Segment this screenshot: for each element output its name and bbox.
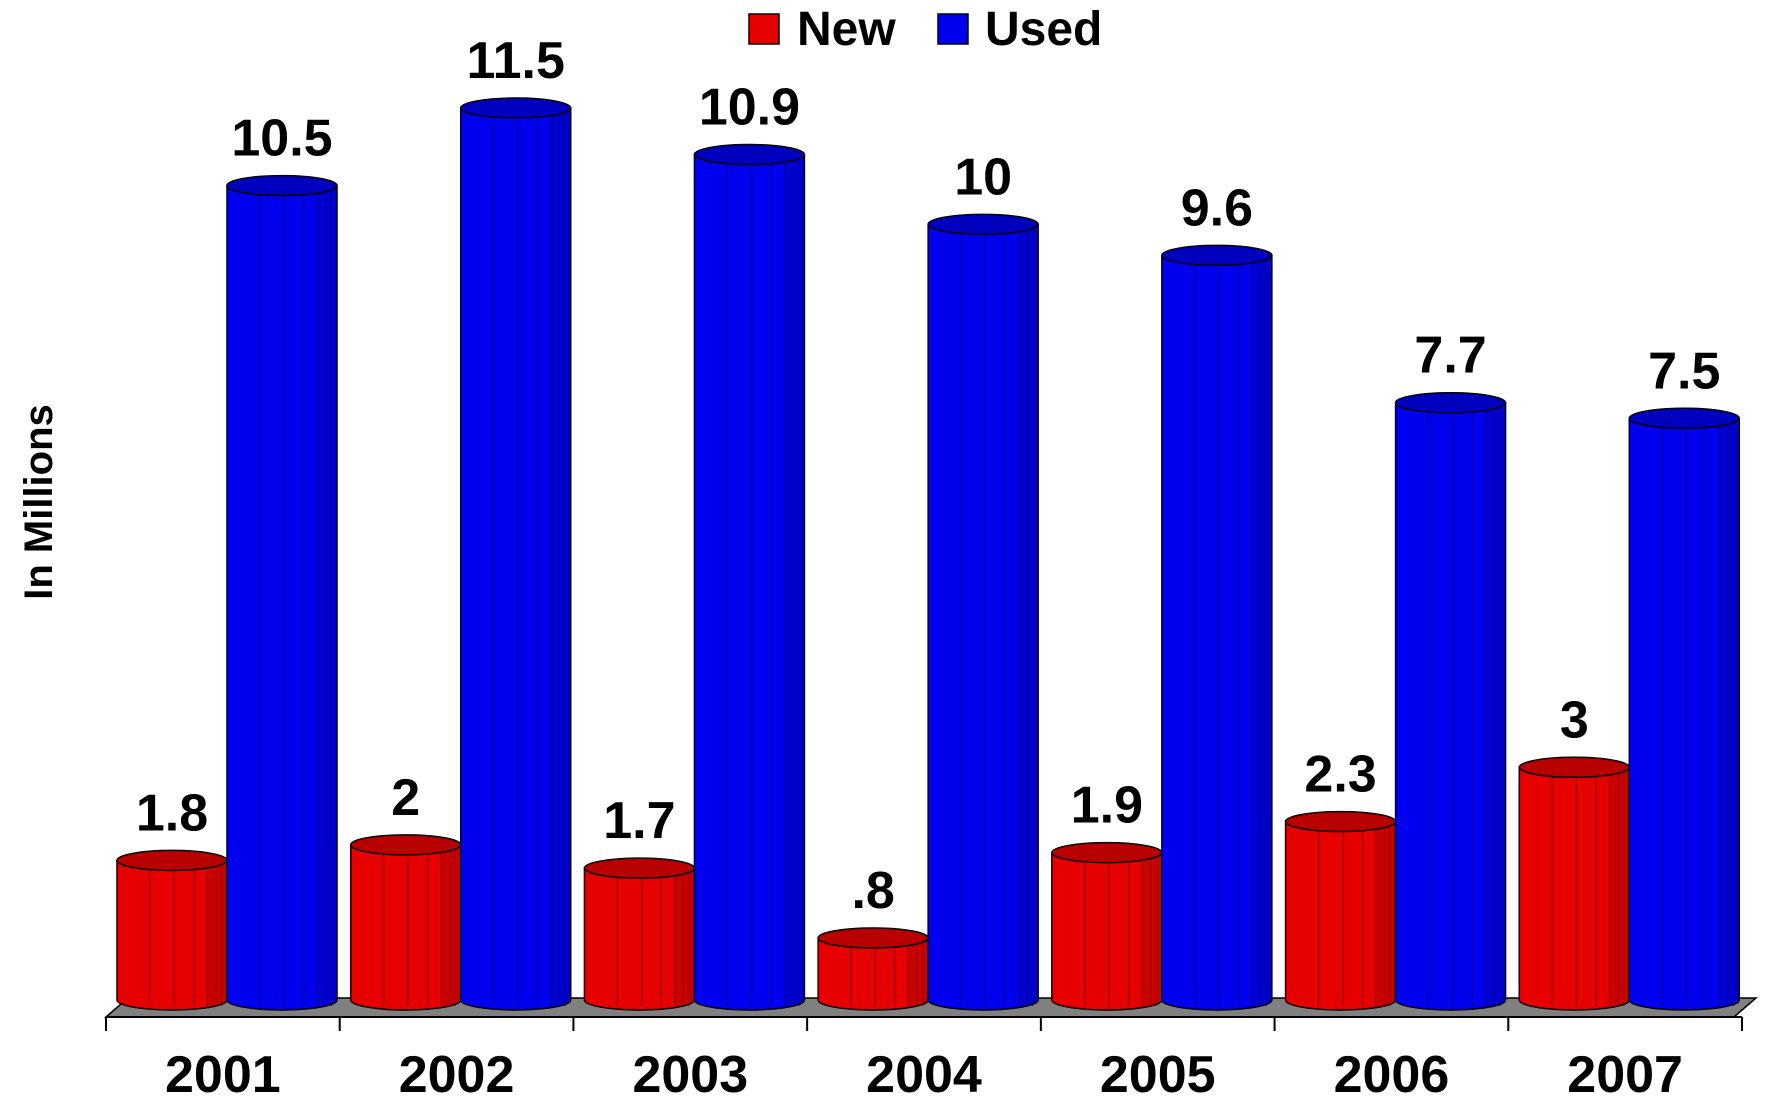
bar-used-2002 — [459, 97, 572, 1011]
legend-swatch-new — [748, 13, 780, 45]
x-tick-label-2006: 2006 — [1334, 1046, 1450, 1097]
data-label-used-2007: 7.5 — [1648, 342, 1720, 400]
bar-used-2005 — [1161, 244, 1273, 1011]
x-tick-label-2001: 2001 — [165, 1046, 281, 1097]
x-tick-label-2007: 2007 — [1567, 1046, 1683, 1097]
x-tick-label-2005: 2005 — [1100, 1046, 1216, 1097]
data-label-used-2004: 10 — [954, 148, 1012, 206]
data-label-used-2003: 10.9 — [699, 79, 800, 137]
bars — [116, 97, 1741, 1011]
data-label-used-2001: 10.5 — [231, 110, 332, 168]
data-label-new-2004: .8 — [851, 862, 894, 920]
bar-used-2004 — [927, 213, 1039, 1011]
data-label-used-2006: 7.7 — [1414, 327, 1486, 385]
x-tick-label-2004: 2004 — [866, 1046, 982, 1097]
legend-label-used: Used — [985, 3, 1102, 56]
bar-new-2004 — [817, 927, 929, 1011]
data-label-new-2007: 3 — [1560, 691, 1589, 749]
bar-new-2002 — [349, 834, 462, 1011]
data-label-new-2003: 1.7 — [603, 792, 675, 850]
legend: New Used — [748, 3, 1102, 56]
data-label-new-2006: 2.3 — [1304, 746, 1376, 804]
x-axis: 2001 2002 2003 2004 2005 2006 2007 — [105, 1016, 1743, 1097]
data-label-used-2005: 9.6 — [1181, 179, 1253, 237]
bar-used-2007 — [1628, 407, 1741, 1011]
data-label-new-2002: 2 — [391, 769, 420, 827]
data-label-used-2002: 11.5 — [467, 32, 565, 90]
bar-new-2003 — [583, 857, 696, 1011]
bar-used-2006 — [1394, 391, 1507, 1011]
data-labels: 1.8 10.5 2 11.5 1.7 10.9 .8 10 1.9 9.6 2.3 7.7 3 7.5 — [136, 32, 1721, 920]
bar-new-2001 — [116, 849, 228, 1011]
bar-new-2006 — [1284, 810, 1397, 1011]
y-axis-label: In Millions — [17, 404, 61, 600]
bar-new-2007 — [1518, 756, 1631, 1011]
data-label-new-2001: 1.8 — [136, 784, 208, 842]
bar-used-2001 — [226, 174, 338, 1011]
legend-label-new: New — [797, 3, 896, 56]
x-tick-label-2003: 2003 — [632, 1046, 748, 1097]
bar-used-2003 — [693, 143, 806, 1011]
legend-swatch-used — [937, 13, 969, 45]
data-label-new-2005: 1.9 — [1071, 777, 1143, 835]
bar-new-2005 — [1051, 841, 1163, 1011]
x-tick-label-2002: 2002 — [399, 1046, 515, 1097]
